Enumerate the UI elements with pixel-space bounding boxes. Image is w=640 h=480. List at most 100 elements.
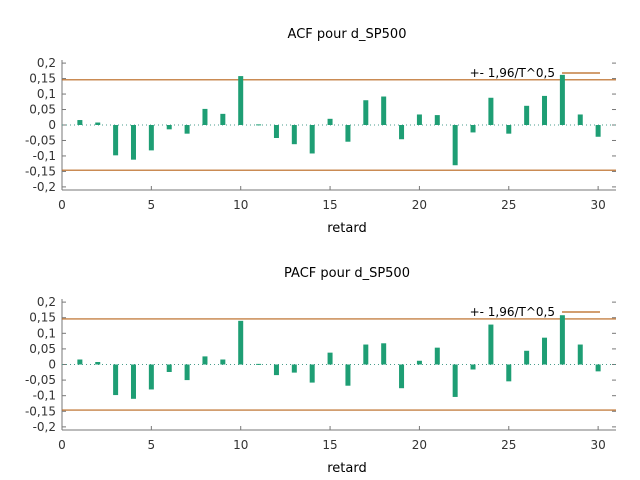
bar-lag-18 — [381, 343, 387, 365]
bar-lag-26 — [524, 105, 530, 125]
bar-lag-19 — [399, 125, 405, 140]
bar-lag-1 — [77, 120, 83, 125]
y-tick-label: 0,15 — [29, 72, 56, 86]
y-tick-label: 0 — [48, 358, 56, 372]
x-tick-label: 10 — [233, 198, 248, 212]
y-tick-label: 0,2 — [37, 56, 56, 70]
bar-lag-12 — [273, 125, 279, 138]
bar-lag-16 — [345, 364, 351, 386]
bar-lag-20 — [416, 114, 422, 125]
bar-lag-23 — [470, 364, 476, 370]
bar-lag-27 — [542, 95, 548, 125]
y-tick-label: 0,15 — [29, 311, 56, 325]
x-tick-label: 25 — [501, 198, 516, 212]
y-tick-label: 0,1 — [37, 326, 56, 340]
x-tick-label: 20 — [412, 438, 427, 452]
bar-lag-21 — [434, 115, 440, 125]
bar-lag-18 — [381, 96, 387, 125]
bar-lag-6 — [166, 364, 172, 372]
bar-lag-8 — [202, 108, 208, 125]
y-tick-label: 0,05 — [29, 103, 56, 117]
bar-lag-17 — [363, 344, 369, 365]
bar-lag-10 — [238, 76, 244, 125]
bar-lag-5 — [148, 125, 154, 151]
y-tick-label: 0,1 — [37, 87, 56, 101]
x-tick-label: 25 — [501, 438, 516, 452]
bar-lag-24 — [488, 324, 494, 365]
bar-lag-25 — [506, 125, 512, 134]
bar-lag-9 — [220, 359, 226, 365]
x-tick-label: 5 — [148, 438, 156, 452]
bar-lag-7 — [184, 125, 190, 134]
bar-lag-14 — [309, 125, 315, 154]
bar-lag-30 — [595, 125, 601, 137]
bar-lag-15 — [327, 118, 333, 125]
bar-lag-29 — [577, 114, 583, 125]
bar-lag-8 — [202, 356, 208, 365]
bar-lag-23 — [470, 125, 476, 133]
bar-lag-12 — [273, 364, 279, 376]
bar-lag-4 — [130, 125, 136, 160]
bar-lag-25 — [506, 364, 512, 382]
legend-label: +- 1,96/T^0,5 — [470, 305, 555, 319]
bar-lag-14 — [309, 364, 315, 383]
bar-lag-21 — [434, 347, 440, 365]
bar-lag-3 — [113, 125, 119, 156]
bar-lag-11 — [256, 363, 262, 365]
y-tick-label: -0,2 — [33, 420, 56, 434]
bar-lag-17 — [363, 100, 369, 125]
y-tick-label: -0,05 — [25, 133, 56, 147]
bar-lag-3 — [113, 364, 119, 396]
pacf-panel: 0,20,150,10,050-0,05-0,1-0,15-0,20 5 10 15 2… — [25, 266, 616, 476]
bar-lag-20 — [416, 360, 422, 365]
y-tick-label: -0,15 — [25, 404, 56, 418]
x-axis-label: retard — [327, 461, 367, 476]
bar-lag-4 — [130, 364, 136, 399]
bar-lag-13 — [291, 364, 297, 373]
chart-title: ACF pour d_SP500 — [288, 27, 407, 42]
x-tick-label: 20 — [412, 198, 427, 212]
x-tick-label: 15 — [322, 198, 337, 212]
bar-lag-26 — [524, 350, 530, 365]
bar-lag-5 — [148, 364, 154, 390]
bar-lag-11 — [256, 124, 262, 126]
y-tick-label: -0,1 — [33, 149, 56, 163]
acf-panel: 0,20,150,10,050-0,05-0,1-0,15-0,20 5 10 15 2… — [25, 27, 616, 236]
y-tick-label: 0 — [48, 118, 56, 132]
x-tick-label: 0 — [58, 438, 66, 452]
y-tick-label: -0,2 — [33, 180, 56, 194]
bar-lag-28 — [559, 74, 565, 125]
bar-lag-24 — [488, 97, 494, 125]
bar-lag-2 — [95, 362, 101, 365]
y-tick-label: -0,15 — [25, 164, 56, 178]
bar-lag-15 — [327, 352, 333, 365]
bar-lag-29 — [577, 344, 583, 365]
x-tick-label: 15 — [322, 438, 337, 452]
bar-lag-28 — [559, 315, 565, 365]
bar-lag-27 — [542, 337, 548, 365]
bar-lag-2 — [95, 122, 101, 125]
x-tick-label: 0 — [58, 198, 66, 212]
bar-lag-30 — [595, 364, 601, 372]
bar-lag-10 — [238, 320, 244, 365]
x-tick-label: 5 — [148, 198, 156, 212]
x-axis-label: retard — [327, 221, 367, 236]
bar-lag-1 — [77, 359, 83, 365]
x-tick-label: 30 — [590, 198, 605, 212]
bar-lag-6 — [166, 125, 172, 130]
bar-lag-9 — [220, 113, 226, 125]
chart-title: PACF pour d_SP500 — [284, 266, 410, 281]
bar-lag-19 — [399, 364, 405, 389]
bar-lag-22 — [452, 125, 458, 166]
x-tick-label: 10 — [233, 438, 248, 452]
bar-lag-16 — [345, 125, 351, 142]
x-tick-label: 30 — [590, 438, 605, 452]
y-tick-label: -0,1 — [33, 389, 56, 403]
bar-lag-22 — [452, 364, 458, 397]
bar-lag-13 — [291, 125, 297, 145]
y-tick-label: 0,05 — [29, 342, 56, 356]
bar-lag-7 — [184, 364, 190, 381]
y-tick-label: -0,05 — [25, 373, 56, 387]
y-tick-label: 0,2 — [37, 295, 56, 309]
